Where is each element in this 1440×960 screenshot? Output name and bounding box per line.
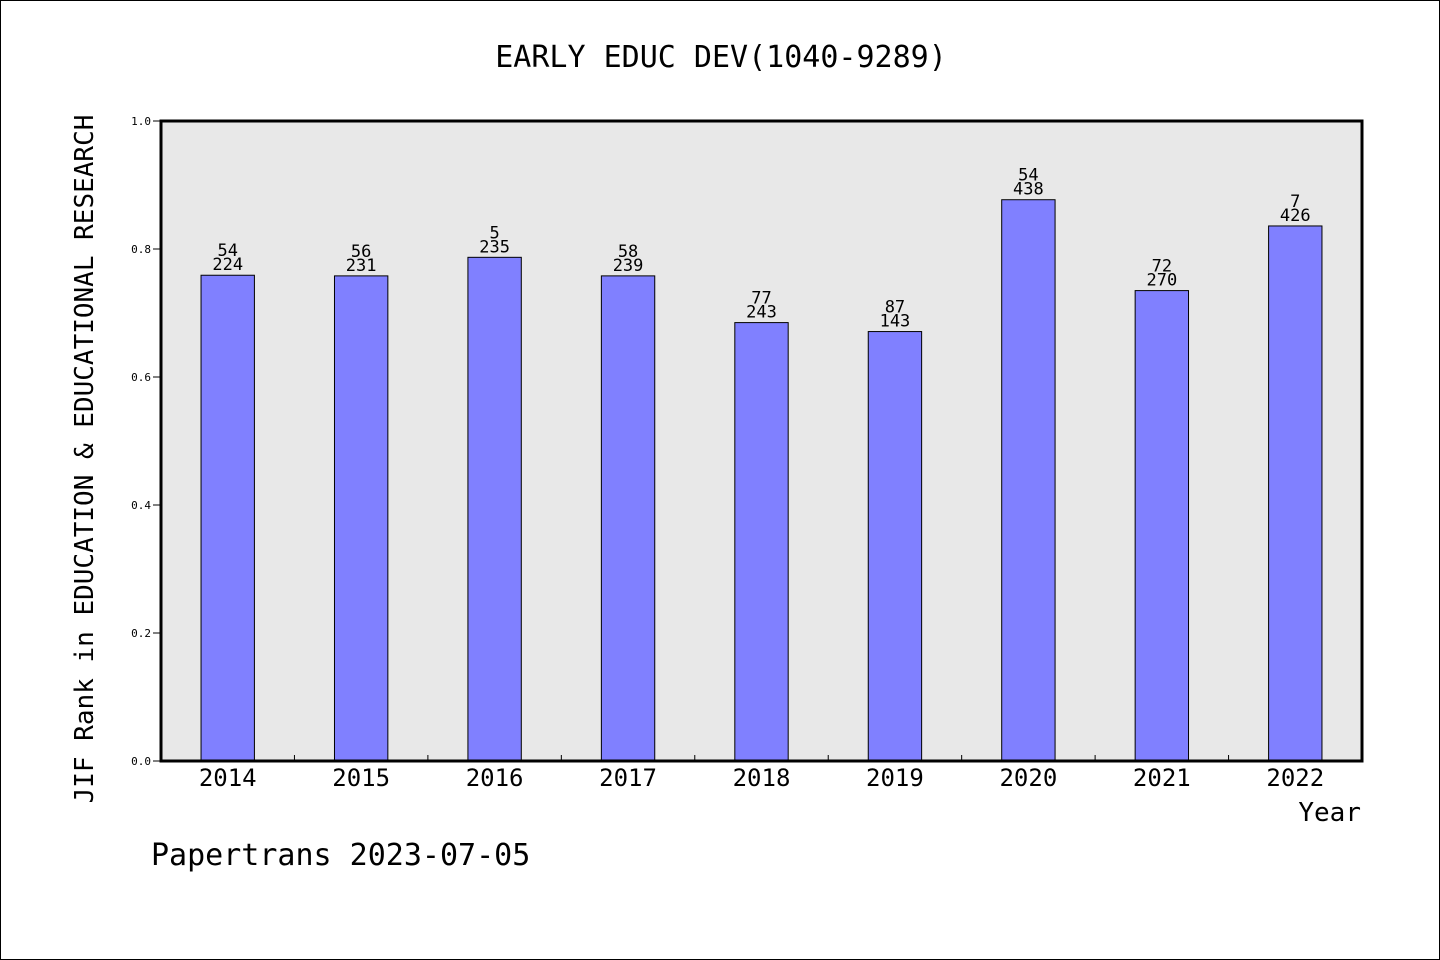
bar-total-label-2022: 426 [1280,206,1311,226]
x-axis-label: Year [1298,798,1361,828]
bar-rank-label-2020: 54 [1018,166,1038,186]
bar-rank-label-2021: 72 [1152,257,1172,277]
x-tick-label-2019: 2019 [866,764,924,792]
bar-2017 [600,275,656,762]
bar-2015 [333,275,389,762]
bar-total-label-2015: 231 [346,256,377,276]
x-tick-label-2016: 2016 [466,764,524,792]
bar-total-label-2018: 243 [746,303,777,323]
bar-total-label-2017: 239 [613,256,644,276]
bar-2020 [1001,199,1056,762]
x-tick-label-2017: 2017 [599,764,657,792]
bar-rank-label-2016: 5 [489,223,499,243]
y-tick-label: 0.8 [131,243,151,256]
x-tick-label-2014: 2014 [199,764,257,792]
bar-total-label-2020: 438 [1013,180,1044,200]
bar-rank-label-2019: 87 [885,298,905,318]
bar-2021 [1134,290,1190,762]
x-tick-label-2018: 2018 [733,764,791,792]
y-tick-label: 0.4 [131,499,151,512]
bar-rank-label-2022: 7 [1290,192,1300,212]
y-axis-label: JIF Rank in EDUCATION & EDUCATIONAL RESE… [70,115,100,804]
bar-2016 [467,256,522,762]
bar-2014 [200,274,255,762]
y-tick-label: 1.0 [131,115,151,128]
plot-frame [159,119,1364,763]
x-tick-label-2020: 2020 [999,764,1057,792]
bar-total-label-2019: 143 [880,312,911,332]
y-axis: 0.0 0.2 0.4 0.6 0.8 1.0 [131,115,161,768]
bar-2019 [867,331,923,762]
bar-total-label-2016: 235 [479,237,510,257]
y-tick-label: 0.2 [131,627,151,640]
x-tick-label-2015: 2015 [332,764,390,792]
bar-rank-label-2014: 54 [217,241,237,261]
y-tick-label: 0.6 [131,371,151,384]
y-tick-label: 0.0 [131,755,151,768]
bar-2018 [734,322,789,762]
bar-rank-label-2017: 58 [618,242,638,262]
x-tick-label-2022: 2022 [1266,764,1324,792]
x-tick-label-2021: 2021 [1133,764,1191,792]
bar-rank-label-2018: 77 [751,289,771,309]
bar-total-label-2021: 270 [1146,271,1177,291]
bar-total-label-2014: 224 [212,255,243,275]
chart-title: EARLY EDUC DEV(1040-9289) [495,40,947,75]
x-axis: 2014 2015 2016 2017 2018 2019 2020 2021 2022 [199,755,1324,792]
footer-text: Papertrans 2023-07-05 [151,838,530,873]
bar-2022 [1268,225,1323,762]
bar-rank-label-2015: 56 [351,242,371,262]
